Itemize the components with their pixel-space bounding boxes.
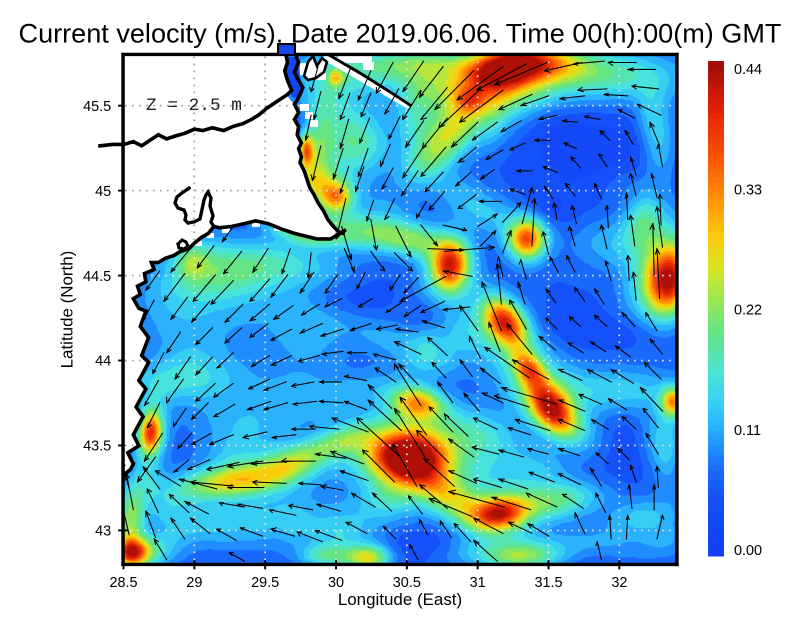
svg-text:45: 45 xyxy=(95,184,111,200)
svg-text:30.5: 30.5 xyxy=(393,575,421,591)
svg-text:44: 44 xyxy=(95,354,111,370)
svg-text:28.5: 28.5 xyxy=(109,575,137,591)
svg-text:Current velocity (m/s). Date 2: Current velocity (m/s). Date 2019.06.06.… xyxy=(19,18,782,49)
svg-text:0.11: 0.11 xyxy=(734,423,761,439)
svg-text:0.44: 0.44 xyxy=(734,62,762,78)
svg-text:Z = 2.5 m: Z = 2.5 m xyxy=(146,96,242,116)
svg-text:43.5: 43.5 xyxy=(83,439,111,455)
svg-text:Latitude (North): Latitude (North) xyxy=(58,251,77,369)
svg-text:0.22: 0.22 xyxy=(734,303,762,319)
svg-text:0.00: 0.00 xyxy=(734,543,762,559)
svg-text:32: 32 xyxy=(611,575,627,591)
svg-text:43: 43 xyxy=(95,524,111,540)
svg-text:44.5: 44.5 xyxy=(83,269,111,285)
svg-text:31.5: 31.5 xyxy=(534,575,562,591)
svg-text:31: 31 xyxy=(470,575,486,591)
svg-text:29: 29 xyxy=(186,575,202,591)
svg-text:Longitude (East): Longitude (East) xyxy=(338,590,462,609)
svg-text:30: 30 xyxy=(328,575,344,591)
svg-text:29.5: 29.5 xyxy=(251,575,279,591)
svg-text:0.33: 0.33 xyxy=(734,182,762,198)
svg-text:45.5: 45.5 xyxy=(83,99,111,115)
